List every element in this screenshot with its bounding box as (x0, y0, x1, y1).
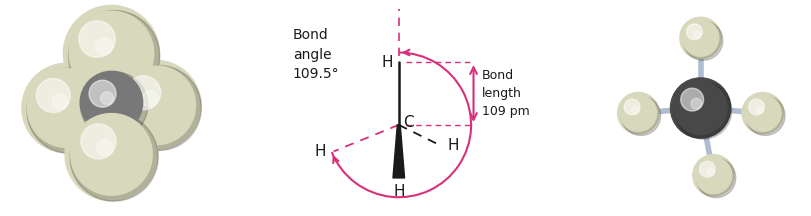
Circle shape (27, 68, 112, 153)
Circle shape (748, 99, 763, 115)
Circle shape (694, 157, 731, 194)
Circle shape (681, 20, 718, 56)
Circle shape (81, 124, 116, 159)
Circle shape (63, 5, 159, 102)
Circle shape (673, 82, 726, 134)
Circle shape (683, 21, 722, 60)
Circle shape (70, 113, 158, 201)
Circle shape (696, 158, 735, 198)
Circle shape (620, 95, 656, 131)
Circle shape (741, 92, 783, 134)
Circle shape (101, 92, 114, 105)
Circle shape (670, 78, 730, 138)
Circle shape (111, 60, 200, 150)
Circle shape (96, 38, 113, 55)
Circle shape (620, 96, 660, 135)
Circle shape (679, 17, 720, 59)
Circle shape (706, 168, 714, 176)
Circle shape (692, 155, 733, 196)
Circle shape (80, 71, 143, 134)
Polygon shape (393, 125, 404, 178)
Circle shape (65, 108, 157, 201)
Circle shape (690, 98, 701, 109)
Circle shape (685, 24, 702, 40)
Circle shape (71, 114, 152, 195)
Text: Bond
length
109 pm: Bond length 109 pm (482, 69, 530, 118)
Text: H: H (381, 55, 393, 70)
Circle shape (52, 94, 68, 110)
Circle shape (89, 80, 116, 107)
Circle shape (755, 106, 762, 114)
Circle shape (674, 82, 731, 139)
Circle shape (142, 91, 158, 107)
Circle shape (76, 67, 147, 138)
Text: C: C (402, 115, 414, 130)
Circle shape (28, 69, 106, 147)
Circle shape (79, 21, 115, 57)
Circle shape (631, 106, 638, 114)
Circle shape (744, 96, 784, 135)
Text: Bond
angle
109.5°: Bond angle 109.5° (292, 29, 339, 81)
Text: H: H (447, 138, 458, 153)
Circle shape (698, 161, 714, 177)
Circle shape (117, 66, 195, 145)
Circle shape (624, 99, 639, 115)
Circle shape (680, 88, 702, 111)
Circle shape (68, 11, 160, 102)
Circle shape (116, 65, 201, 151)
Circle shape (693, 31, 701, 39)
Circle shape (617, 92, 659, 134)
Circle shape (97, 140, 114, 156)
Circle shape (80, 71, 148, 139)
Circle shape (69, 11, 153, 96)
Circle shape (22, 63, 111, 153)
Text: H: H (314, 144, 325, 159)
Circle shape (744, 95, 780, 131)
Circle shape (127, 76, 161, 110)
Circle shape (36, 78, 71, 113)
Text: H: H (393, 184, 404, 199)
